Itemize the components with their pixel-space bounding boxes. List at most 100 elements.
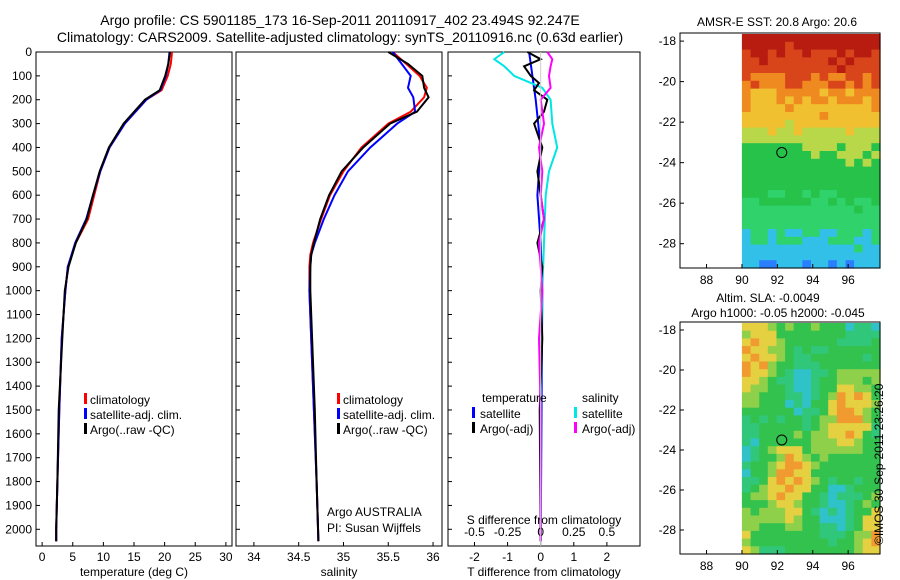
map-cell — [785, 236, 795, 246]
map-cell — [802, 236, 812, 246]
map-cell — [802, 182, 812, 191]
map-cell — [845, 484, 855, 493]
map-cell — [741, 346, 752, 355]
map-cell — [854, 88, 864, 97]
map-cell — [759, 127, 769, 136]
map-cell — [871, 446, 881, 455]
map-cell — [785, 151, 795, 160]
map-cell — [741, 236, 752, 246]
map-cell — [767, 423, 777, 432]
map-cell — [741, 415, 752, 424]
map-cell — [845, 174, 855, 183]
map-cell — [845, 236, 855, 246]
map-cell — [741, 197, 752, 207]
map-cell — [776, 453, 786, 463]
map-cell — [836, 407, 847, 416]
legend-label: climatology — [90, 393, 150, 407]
map-cell — [776, 236, 786, 246]
map-cell — [793, 330, 803, 339]
y-tick-label: 1800 — [5, 475, 32, 489]
map-cell — [828, 260, 838, 269]
map-cell — [776, 361, 786, 370]
map-cell — [811, 546, 821, 555]
map-cell — [750, 430, 760, 440]
map-cell — [862, 104, 872, 113]
map-cell — [811, 205, 821, 214]
map-cell — [871, 369, 881, 378]
map-cell — [811, 361, 821, 370]
map-cell — [776, 104, 786, 113]
map-cell — [854, 182, 864, 191]
map-cell — [854, 229, 864, 238]
map-cell — [741, 135, 752, 144]
map-cell — [767, 453, 777, 463]
map-cell — [862, 469, 872, 478]
map-cell — [750, 461, 760, 470]
map-cell — [741, 182, 752, 191]
map-cell — [871, 384, 881, 393]
map-cell — [819, 538, 829, 547]
map-cell — [845, 158, 855, 168]
map-cell — [785, 407, 795, 416]
map-cell — [811, 73, 821, 82]
map-cell — [854, 376, 864, 386]
map-cell — [741, 166, 752, 175]
map-cell — [793, 361, 803, 370]
map-cell — [750, 523, 760, 532]
map-cell — [828, 538, 838, 547]
map-cell — [741, 213, 752, 222]
map-y-tick-label: -26 — [659, 483, 677, 497]
map-cell — [741, 361, 752, 370]
map-cell — [871, 252, 881, 261]
map-cell — [759, 530, 769, 540]
map-cell — [845, 338, 855, 347]
map-cell — [741, 430, 752, 440]
map-cell — [776, 197, 786, 207]
map-cell — [854, 236, 864, 246]
map-cell — [871, 330, 881, 339]
legend-swatch — [84, 408, 87, 419]
series-line-climatology — [308, 51, 428, 542]
map-cell — [793, 369, 803, 378]
map-cell — [871, 353, 881, 363]
map-cell — [871, 530, 881, 540]
map-cell — [811, 507, 821, 517]
map-cell — [862, 49, 872, 58]
map-cell — [759, 461, 769, 470]
map-cell — [750, 158, 760, 168]
series-line-argo-raw-qc- — [309, 51, 430, 542]
map-cell — [785, 330, 795, 339]
map-cell — [828, 477, 838, 486]
map-cell — [741, 104, 752, 113]
map-cell — [785, 376, 795, 386]
map-cell — [871, 112, 881, 121]
map-cell — [750, 446, 760, 455]
map-cell — [854, 244, 864, 253]
x-tick-label: -2 — [469, 550, 480, 564]
map-cell — [854, 338, 864, 347]
map-cell — [811, 197, 821, 207]
map-cell — [828, 236, 838, 246]
map-y-tick-label: -24 — [659, 156, 677, 170]
map-cell — [871, 538, 881, 547]
x-tick-label: 25 — [189, 550, 203, 564]
map-cell — [793, 96, 803, 105]
map-cell — [845, 446, 855, 455]
map-cell — [854, 151, 864, 160]
map-cell — [759, 415, 769, 424]
map-cell — [776, 127, 786, 136]
map-cell — [836, 430, 847, 440]
map-cell — [862, 523, 872, 532]
map-cell — [750, 88, 760, 97]
map-cell — [802, 430, 812, 440]
map-cell — [802, 400, 812, 409]
map-cell — [802, 530, 812, 540]
map-cell — [767, 213, 777, 222]
map-cell — [871, 492, 881, 501]
map-cell — [871, 34, 881, 43]
argo-position-marker — [776, 147, 788, 159]
map-cell — [767, 166, 777, 175]
map-cell — [802, 119, 812, 129]
map-cell — [854, 127, 864, 136]
map-cell — [819, 323, 829, 332]
